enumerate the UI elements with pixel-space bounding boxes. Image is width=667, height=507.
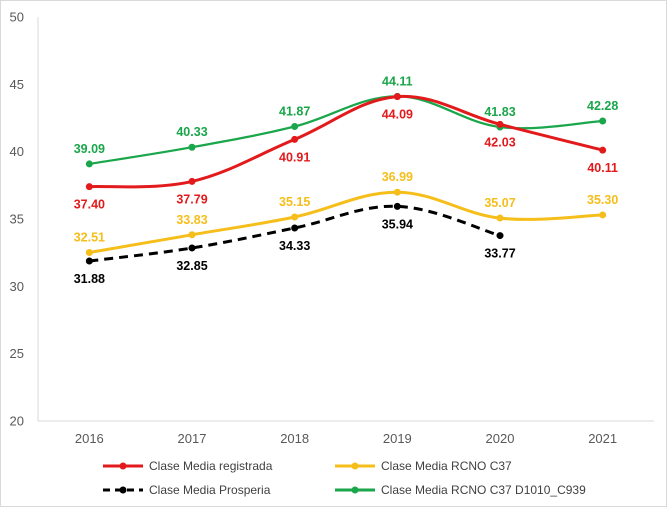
data-label-rcno-c37: 35.30 [587,193,618,207]
data-point-prosperia [85,257,93,265]
data-label-rcno-c37: 35.07 [484,196,515,210]
y-tick-label: 40 [10,144,24,159]
x-tick-label: 2018 [280,431,309,446]
data-point-registrada [496,120,504,128]
chart-legend: Clase Media registrada Clase Media RCNO … [101,457,661,501]
data-point-rcno-c37 [393,188,401,196]
y-tick-label: 35 [10,212,24,227]
y-tick-label: 50 [10,10,24,25]
x-tick-label: 2019 [383,431,412,446]
data-point-prosperia [188,244,196,252]
y-tick-label: 20 [10,414,24,429]
legend-label-prosperia: Clase Media Prosperia [149,483,271,497]
legend-label-rcno-c37-d1010: Clase Media RCNO C37 D1010_C939 [381,483,586,497]
data-point-registrada [291,135,299,143]
series-line-rcno-c37 [89,190,603,255]
x-tick-label: 2020 [486,431,515,446]
data-point-rcno-c37-d1010 [85,160,93,168]
legend-label-rcno-c37: Clase Media RCNO C37 [381,459,512,473]
data-label-rcno-c37: 33.83 [176,213,207,227]
y-tick-label: 45 [10,77,24,92]
data-point-rcno-c37 [188,231,196,239]
data-point-rcno-c37 [85,249,93,257]
data-label-rcno-c37-d1010: 41.83 [484,105,515,119]
data-label-rcno-c37-d1010: 42.28 [587,99,618,113]
data-label-rcno-c37: 36.99 [382,170,413,184]
data-label-rcno-c37-d1010: 40.33 [176,125,207,139]
legend-item-rcno-c37-d1010: Clase Media RCNO C37 D1010_C939 [333,481,586,499]
data-label-registrada: 37.40 [74,198,105,212]
data-point-prosperia [393,202,401,210]
data-point-rcno-c37 [496,214,504,222]
y-tick-label: 25 [10,346,24,361]
data-label-registrada: 40.91 [279,150,310,164]
data-label-rcno-c37-d1010: 44.11 [382,74,413,88]
legend-swatch-prosperia [103,486,143,494]
data-label-registrada: 40.11 [587,161,618,175]
data-point-rcno-c37-d1010 [291,122,299,130]
data-label-registrada: 44.09 [382,108,413,122]
series-line-prosperia [89,204,501,263]
data-point-rcno-c37 [291,213,299,221]
legend-item-rcno-c37: Clase Media RCNO C37 [333,457,512,475]
y-tick-label: 30 [10,279,24,294]
data-point-registrada [85,183,93,191]
legend-swatch-rcno-c37-d1010 [335,486,375,494]
legend-swatch-rcno-c37 [335,462,375,470]
legend-marker [119,486,127,494]
data-point-rcno-c37-d1010 [188,143,196,151]
data-label-registrada: 37.79 [176,192,207,206]
data-point-registrada [393,93,401,101]
data-label-rcno-c37-d1010: 41.87 [279,104,310,118]
data-label-prosperia: 31.88 [74,272,105,286]
legend-label-registrada: Clase Media registrada [149,459,273,473]
data-point-prosperia [291,224,299,232]
data-point-registrada [188,177,196,185]
legend-swatch-registrada [103,462,143,470]
legend-marker [351,462,359,470]
legend-marker [119,462,127,470]
data-label-prosperia: 35.94 [382,217,413,231]
legend-item-registrada: Clase Media registrada [101,457,272,475]
x-tick-label: 2017 [178,431,207,446]
x-tick-label: 2016 [75,431,104,446]
data-label-prosperia: 33.77 [484,247,515,261]
data-point-registrada [599,146,607,154]
legend-marker [351,486,359,494]
data-point-rcno-c37-d1010 [599,117,607,125]
data-label-rcno-c37: 32.51 [74,231,105,245]
data-label-rcno-c37: 35.15 [279,195,310,209]
data-label-registrada: 42.03 [484,135,515,149]
data-label-prosperia: 34.33 [279,239,310,253]
series-line-registrada [89,94,604,189]
data-point-prosperia [496,232,504,240]
data-label-prosperia: 32.85 [176,259,207,273]
x-tick-label: 2021 [588,431,617,446]
data-label-rcno-c37-d1010: 39.09 [74,142,105,156]
legend-item-prosperia: Clase Media Prosperia [101,481,270,499]
data-point-rcno-c37 [599,211,607,219]
